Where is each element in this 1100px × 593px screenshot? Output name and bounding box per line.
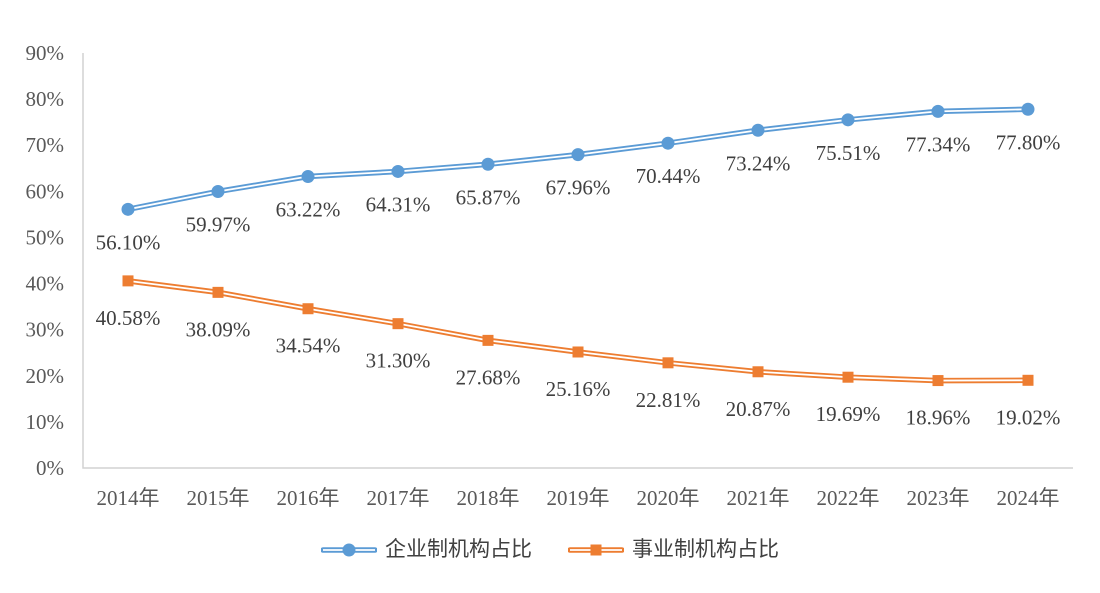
data-label: 56.10% (96, 230, 161, 254)
data-label: 77.80% (996, 130, 1061, 154)
y-axis-tick-label: 10% (26, 410, 65, 434)
data-point-square (752, 366, 764, 378)
x-axis-tick-label: 2014年 (97, 486, 160, 510)
data-point-circle (391, 164, 405, 178)
data-point-square (482, 334, 494, 346)
x-axis-tick-label: 2018年 (457, 486, 520, 510)
data-point-circle (121, 202, 135, 216)
data-label: 25.16% (546, 377, 611, 401)
series-line (125, 278, 1031, 384)
data-point-square (662, 357, 674, 369)
x-axis-tick-label: 2019年 (547, 486, 610, 510)
legend-item-institution: 事业制机构占比 (568, 539, 779, 560)
legend-line-circle-icon (321, 543, 377, 556)
x-axis-tick-label: 2024年 (997, 486, 1060, 510)
data-point-circle (1021, 102, 1035, 116)
data-point-circle (751, 123, 765, 137)
data-label: 34.54% (276, 334, 341, 358)
data-point-circle (931, 104, 945, 118)
y-axis-tick-label: 30% (26, 318, 65, 342)
data-label: 38.09% (186, 317, 251, 341)
x-axis-tick-label: 2022年 (817, 486, 880, 510)
y-axis-tick-label: 20% (26, 364, 65, 388)
data-label: 20.87% (726, 397, 791, 421)
data-label: 65.87% (456, 185, 521, 209)
data-label: 63.22% (276, 197, 341, 221)
legend-label-enterprise: 企业制机构占比 (385, 537, 532, 561)
data-label: 77.34% (906, 132, 971, 156)
x-axis-tick-label: 2020年 (637, 486, 700, 510)
data-label: 40.58% (96, 306, 161, 330)
y-axis-tick-label: 70% (26, 133, 65, 157)
series-line-gap (127, 279, 1029, 382)
data-point-circle (301, 169, 315, 183)
data-point-circle (211, 184, 225, 198)
data-point-square (212, 286, 224, 298)
axis-lines (82, 53, 1073, 469)
data-label: 27.68% (456, 365, 521, 389)
data-label: 70.44% (636, 164, 701, 188)
legend-label-institution: 事业制机构占比 (632, 537, 779, 561)
y-axis-tick-label: 60% (26, 179, 65, 203)
data-label: 18.96% (906, 406, 971, 430)
data-point-square (1022, 374, 1034, 386)
data-label: 73.24% (726, 151, 791, 175)
x-axis-tick-label: 2016年 (277, 486, 340, 510)
data-point-square (122, 275, 134, 287)
y-axis-tick-label: 50% (26, 225, 65, 249)
data-label: 22.81% (636, 388, 701, 412)
data-point-circle (841, 113, 855, 127)
y-axis-tick-label: 90% (26, 41, 65, 65)
y-axis-tick-label: 80% (26, 87, 65, 111)
data-point-square (932, 375, 944, 387)
plot-area: 0% 10% 20% 30% 40% 50% 60% 70% 80% 90% 2014年 2015年 2… (26, 41, 1073, 510)
data-label: 19.02% (996, 405, 1061, 429)
data-point-square (302, 303, 314, 315)
data-label: 31.30% (366, 349, 431, 373)
legend-sample-circle (342, 543, 356, 556)
data-label: 67.96% (546, 176, 611, 200)
data-point-square (572, 346, 584, 358)
legend-item-enterprise: 企业制机构占比 (321, 539, 532, 560)
data-point-square (842, 371, 854, 383)
x-axis-tick-label: 2021年 (727, 486, 790, 510)
y-axis-tick-label: 0% (36, 456, 64, 480)
data-label: 59.97% (186, 212, 251, 236)
legend-line-square-icon (568, 544, 624, 555)
data-point-square (392, 318, 404, 330)
data-point-circle (481, 157, 495, 171)
data-point-circle (661, 136, 675, 150)
data-label: 19.69% (816, 402, 881, 426)
x-axis-tick-label: 2015年 (187, 486, 250, 510)
legend: 企业制机构占比 事业制机构占比 (0, 539, 1100, 560)
legend-sample-square (590, 544, 602, 555)
x-axis-tick-label: 2017年 (367, 486, 430, 510)
data-label: 64.31% (366, 192, 431, 216)
data-point-circle (571, 148, 585, 162)
data-label: 75.51% (816, 141, 881, 165)
y-axis-tick-label: 40% (26, 272, 65, 296)
x-axis-tick-label: 2023年 (907, 486, 970, 510)
